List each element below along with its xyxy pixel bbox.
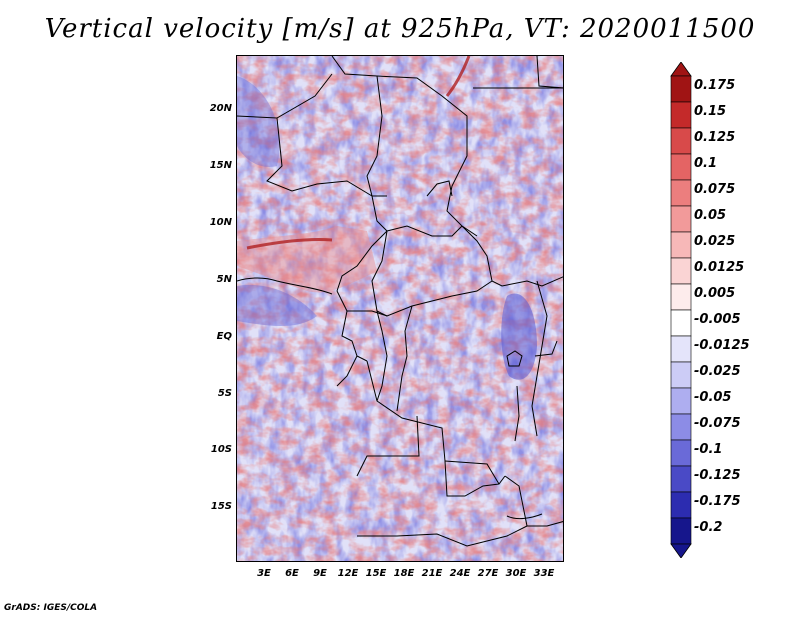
lat-label-10s: 10S bbox=[210, 444, 232, 455]
lat-label-5n: 5N bbox=[216, 274, 232, 285]
colorbar-top-arrow bbox=[670, 62, 692, 77]
colorbar-bin bbox=[670, 439, 692, 467]
colorbar-label: -0.05 bbox=[694, 390, 732, 406]
colorbar-bin bbox=[670, 387, 692, 415]
colorbar-bin bbox=[670, 361, 692, 389]
lon-label-18e: 18E bbox=[393, 568, 415, 579]
positive-streak-north bbox=[445, 56, 471, 97]
lon-label-33e: 33E bbox=[533, 568, 555, 579]
lon-label-30e: 30E bbox=[505, 568, 527, 579]
colorbar-bin bbox=[670, 283, 692, 311]
colorbar-label: -0.005 bbox=[694, 312, 741, 328]
colorbar-bin bbox=[670, 101, 692, 129]
colorbar-bin bbox=[670, 127, 692, 155]
colorbar-bin bbox=[670, 309, 692, 337]
lon-label-21e: 21E bbox=[421, 568, 443, 579]
negative-core-west bbox=[237, 284, 317, 326]
colorbar-bin bbox=[670, 205, 692, 233]
negative-core bbox=[501, 293, 537, 380]
lon-label-15e: 15E bbox=[365, 568, 387, 579]
colorbar-bin bbox=[670, 413, 692, 441]
lat-label-eq: EQ bbox=[216, 331, 232, 342]
colorbar-label: -0.175 bbox=[694, 494, 741, 510]
chart-title: Vertical velocity [m/s] at 925hPa, VT: 2… bbox=[44, 14, 756, 44]
colorbar-label: 0.05 bbox=[694, 208, 727, 224]
vertical-velocity-map bbox=[237, 56, 563, 561]
colorbar-label: 0.15 bbox=[694, 104, 727, 120]
lat-label-15n: 15N bbox=[209, 160, 232, 171]
colorbar-label: 0.005 bbox=[694, 286, 736, 302]
colorbar-bin bbox=[670, 491, 692, 519]
positive-streak bbox=[246, 237, 333, 250]
colorbar-bin bbox=[670, 517, 692, 545]
lat-label-15s: 15S bbox=[210, 501, 232, 512]
colorbar-bin bbox=[670, 231, 692, 259]
colorbar-bin bbox=[670, 465, 692, 493]
grads-credit: GrADS: IGES/COLA bbox=[4, 603, 98, 613]
colorbar-label: 0.025 bbox=[694, 234, 736, 250]
lon-label-12e: 12E bbox=[337, 568, 359, 579]
map-panel bbox=[236, 55, 564, 562]
lat-label-5s: 5S bbox=[217, 388, 232, 399]
country-boundaries bbox=[237, 56, 563, 547]
colorbar-label: -0.025 bbox=[694, 364, 741, 380]
colorbar-bin bbox=[670, 75, 692, 103]
colorbar-label: 0.1 bbox=[694, 156, 718, 172]
lat-label-10n: 10N bbox=[209, 217, 232, 228]
colorbar-bin bbox=[670, 257, 692, 285]
colorbar-bottom-arrow bbox=[670, 543, 692, 558]
colorbar-label: -0.125 bbox=[694, 468, 741, 484]
colorbar-bin bbox=[670, 179, 692, 207]
lon-label-6e: 6E bbox=[285, 568, 299, 579]
colorbar-label: 0.0125 bbox=[694, 260, 745, 276]
colorbar-label: 0.125 bbox=[694, 130, 736, 146]
lon-label-27e: 27E bbox=[477, 568, 499, 579]
lon-label-24e: 24E bbox=[449, 568, 471, 579]
negative-core-north bbox=[237, 76, 280, 167]
lon-label-9e: 9E bbox=[313, 568, 327, 579]
colorbar-bin bbox=[670, 335, 692, 363]
lat-label-20n: 20N bbox=[209, 103, 232, 114]
colorbar-label: -0.0125 bbox=[694, 338, 750, 354]
colorbar-label: 0.175 bbox=[694, 78, 736, 94]
colorbar-label: -0.1 bbox=[694, 442, 723, 458]
colorbar-label: -0.075 bbox=[694, 416, 741, 432]
colorbar bbox=[670, 62, 692, 558]
lon-label-3e: 3E bbox=[257, 568, 271, 579]
colorbar-label: 0.075 bbox=[694, 182, 736, 198]
colorbar-bin bbox=[670, 153, 692, 181]
colorbar-label: -0.2 bbox=[694, 520, 723, 536]
